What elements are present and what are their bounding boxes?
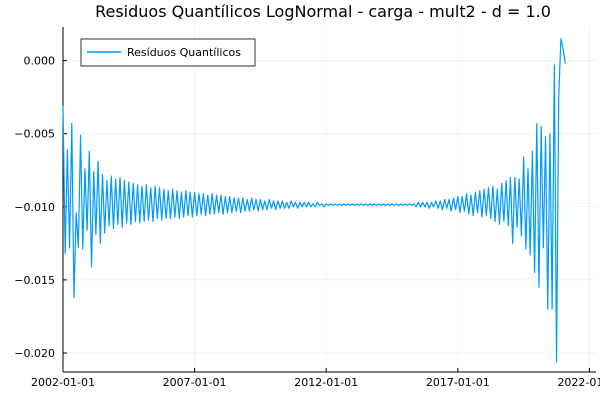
x-tick-label: 2017-01-01	[426, 376, 490, 389]
x-axis-ticks: 2002-01-01 2007-01-01 2012-01-01 2017-01-01…	[31, 368, 600, 389]
series-group	[62, 38, 566, 363]
y-axis-ticks: 0.000 −0.005 −0.010 −0.015 −0.020	[14, 55, 67, 360]
x-tick-label: 2012-01-01	[294, 376, 358, 389]
x-tick-label: 2022-01-01	[557, 376, 600, 389]
legend-label: Resíduos Quantílicos	[127, 46, 241, 59]
series-line	[62, 38, 566, 363]
y-tick-label: −0.015	[14, 274, 55, 287]
y-tick-label: −0.005	[14, 128, 55, 141]
legend: Resíduos Quantílicos	[80, 38, 256, 67]
plot-frame	[62, 27, 596, 373]
x-tick-label: 2007-01-01	[163, 376, 227, 389]
y-tick-label: −0.020	[14, 347, 55, 360]
y-tick-label: −0.010	[14, 201, 55, 214]
x-tick-label: 2002-01-01	[31, 376, 95, 389]
chart-title: Residuos Quantílicos LogNormal - carga -…	[95, 2, 551, 21]
y-tick-label: 0.000	[24, 55, 56, 68]
